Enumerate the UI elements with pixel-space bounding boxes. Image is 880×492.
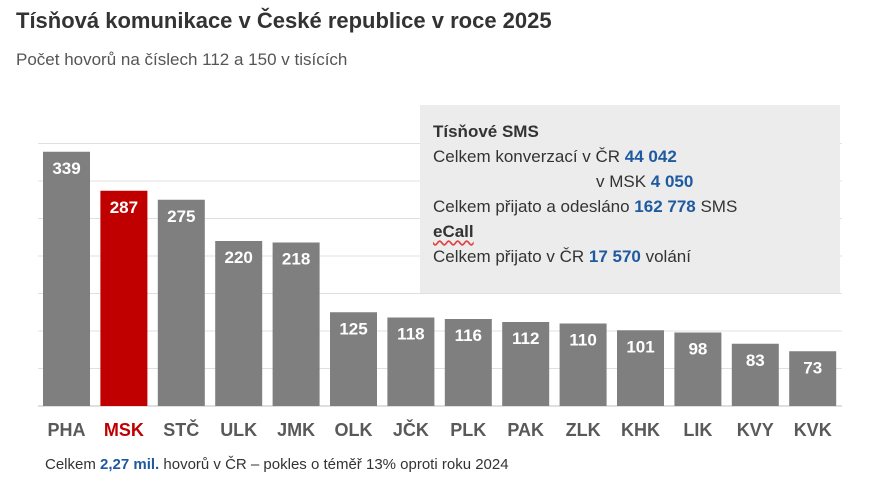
bar-value-labels: 339 287 275 220 218 125 118 116 112 110 101 98 83 73	[52, 159, 822, 378]
bar-plk	[444, 319, 492, 406]
bar-khk	[617, 330, 664, 406]
category-label: PHA	[47, 420, 85, 440]
bar-value-label: 125	[339, 319, 367, 338]
category-label: PLK	[450, 420, 486, 440]
category-label: LIK	[683, 420, 712, 440]
category-label: KHK	[621, 420, 660, 440]
info-box: Tísňové SMS Celkem konverzací v ČR 44 04…	[420, 105, 840, 293]
bar-value-label: 220	[225, 248, 253, 267]
bar-msk	[100, 190, 148, 406]
category-label: KVY	[737, 420, 774, 440]
bars	[43, 151, 837, 406]
bar-jčk	[387, 317, 435, 406]
category-labels: PHA MSK STČ ULK JMK OLK JČK PLK PAK ZLK KHK LIK KVY K…	[47, 419, 831, 440]
ecall-heading: eCall	[433, 222, 474, 241]
category-label: OLK	[335, 420, 373, 440]
bar-jmk	[272, 242, 320, 406]
bar-value-label: 83	[746, 351, 765, 370]
category-label: MSK	[104, 420, 144, 440]
bar-value-label: 110	[569, 331, 596, 350]
bar-kvk	[789, 351, 837, 406]
bar-value-label: 287	[110, 198, 138, 217]
category-label: STČ	[163, 419, 199, 440]
sms-heading: Tísňové SMS	[433, 122, 539, 141]
bar-value-label: 116	[455, 326, 482, 345]
category-label: PAK	[507, 420, 544, 440]
chart-title: Tísňová komunikace v České republice v r…	[16, 8, 552, 33]
bar-value-label: 73	[803, 358, 822, 377]
bar-ulk	[215, 241, 263, 406]
bar-value-label: 118	[397, 325, 424, 344]
bar-stč	[157, 199, 205, 406]
bar-value-label: 339	[52, 159, 80, 178]
category-label: ZLK	[566, 420, 601, 440]
bar-pha	[43, 151, 90, 406]
bar-olk	[330, 312, 377, 406]
bar-value-label: 275	[167, 207, 195, 226]
category-label: JMK	[277, 420, 315, 440]
bar-kvy	[731, 343, 779, 406]
category-label: JČK	[393, 419, 429, 440]
conversations-cr: Celkem konverzací v ČR 44 042	[433, 147, 677, 166]
conversations-msk: v MSK 4 050	[596, 172, 694, 191]
bar-pak	[502, 322, 550, 406]
bar-value-label: 218	[282, 250, 310, 269]
bar-value-label: 101	[626, 337, 654, 356]
chart-subtitle: Počet hovorů na číslech 112 a 150 v tisí…	[16, 50, 348, 69]
bar-zlk	[559, 323, 607, 406]
category-label: KVK	[794, 420, 832, 440]
ecall-received: Celkem přijato v ČR 17 570 volání	[433, 247, 691, 266]
footer-note: Celkem 2,27 mil. hovorů v ČR – pokles o …	[45, 456, 509, 473]
bar-value-label: 112	[512, 329, 539, 348]
sms-sent: Celkem přijato a odesláno 162 778 SMS	[433, 197, 738, 216]
bar-value-label: 98	[688, 340, 707, 359]
bar-lik	[674, 332, 722, 406]
category-label: ULK	[220, 420, 257, 440]
